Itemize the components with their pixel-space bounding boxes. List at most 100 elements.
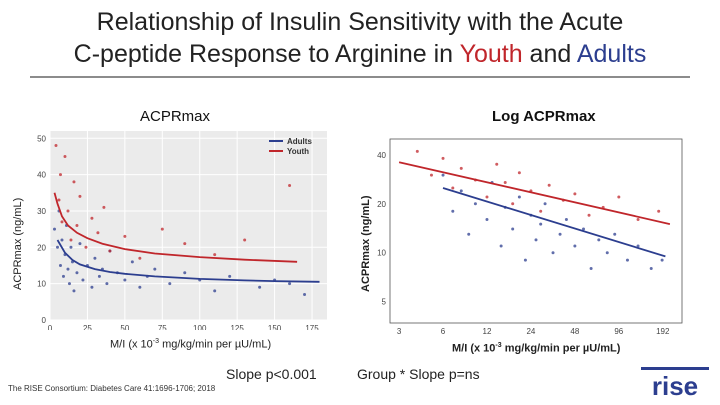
data-point-adults (539, 222, 543, 226)
y-tick-label: 20 (377, 200, 386, 209)
right-chart: 5 10 20 40 3 6 12 24 48 96 192 (377, 138, 683, 336)
slide-title-line2: C-peptide Response to Arginine in Youth … (0, 38, 720, 70)
data-point-adults (75, 271, 79, 275)
data-point-adults (105, 282, 109, 286)
data-point-youth (96, 231, 100, 235)
y-tick-label: 40 (377, 151, 386, 160)
data-point-youth (503, 181, 507, 185)
data-point-youth (58, 173, 62, 177)
data-point-adults (573, 244, 577, 248)
x-tick-label: 96 (614, 327, 623, 336)
data-point-adults (69, 245, 73, 249)
data-point-youth (60, 220, 64, 224)
data-point-youth (495, 162, 499, 166)
x-tick-label: 0 (48, 324, 53, 330)
data-point-youth (451, 186, 455, 190)
left-x-label-sup: -3 (152, 338, 160, 345)
left-x-axis-label: M/I (x 10-3 mg/kg/min per µU/mL) (110, 338, 271, 351)
slide-title-youth: Youth (459, 40, 523, 68)
data-point-adults (55, 245, 59, 249)
data-point-youth (57, 198, 61, 202)
data-point-adults (605, 251, 609, 255)
rise-logo: rise (640, 366, 710, 405)
x-tick-label: 75 (158, 324, 167, 330)
y-tick-label: 50 (37, 134, 46, 143)
left-slope-note: Slope p<0.001 (226, 366, 317, 382)
data-point-youth (108, 249, 112, 253)
x-tick-label: 150 (268, 324, 282, 330)
x-tick-label: 125 (230, 324, 244, 330)
data-point-youth (183, 242, 187, 246)
data-point-adults (499, 244, 503, 248)
data-point-adults (473, 202, 477, 206)
data-point-adults (636, 244, 640, 248)
y-tick-label: 10 (377, 249, 386, 258)
data-point-adults (90, 285, 94, 289)
data-point-adults (72, 289, 76, 293)
data-point-adults (123, 278, 127, 282)
legend-label-youth: Youth (287, 147, 309, 156)
data-point-youth (243, 238, 247, 242)
right-x-axis-label: M/I (x 10-3 mg/kg/min per µU/mL) (452, 342, 620, 355)
data-point-adults (534, 238, 538, 242)
data-point-youth (415, 149, 419, 153)
data-point-youth (587, 213, 591, 217)
title-rule (30, 76, 690, 78)
data-point-youth (138, 256, 142, 260)
slide-title-line1: Relationship of Insulin Sensitivity with… (96, 8, 624, 36)
x-tick-label: 175 (305, 324, 319, 330)
data-point-adults (60, 238, 64, 242)
data-point-youth (657, 209, 661, 213)
data-point-adults (517, 195, 521, 199)
data-point-adults (589, 267, 593, 271)
data-point-adults (511, 227, 515, 231)
x-tick-label: 48 (570, 327, 579, 336)
data-point-youth (72, 180, 76, 184)
data-point-adults (213, 289, 217, 293)
right-slope-note: Group * Slope p=ns (357, 366, 480, 382)
legend-label-adults: Adults (287, 137, 312, 146)
left-x-label-b: mg/kg/min per µU/mL) (159, 338, 272, 351)
data-point-adults (441, 173, 445, 177)
data-point-youth (517, 171, 521, 175)
data-point-adults (97, 274, 101, 278)
data-point-adults (138, 285, 142, 289)
data-point-adults (649, 267, 653, 271)
fit-line-youth (398, 161, 671, 225)
y-tick-label: 30 (37, 207, 46, 216)
data-point-youth (429, 173, 433, 177)
left-chart: 0 10 20 30 40 50 0 25 50 75 100 125 150 175 AdultsYout… (37, 131, 327, 330)
data-point-adults (613, 232, 617, 236)
y-tick-label: 0 (42, 316, 47, 325)
data-point-adults (543, 202, 547, 206)
rise-logo-mark: rise (641, 367, 709, 401)
data-point-adults (625, 258, 629, 262)
data-point-adults (459, 189, 463, 193)
x-tick-label: 100 (193, 324, 207, 330)
slide-title: Relationship of Insulin Sensitivity with… (0, 6, 720, 70)
x-tick-label: 50 (120, 324, 129, 330)
y-tick-label: 20 (37, 243, 46, 252)
data-point-youth (459, 166, 463, 170)
data-point-youth (54, 144, 58, 148)
data-point-adults (183, 271, 187, 275)
data-point-youth (441, 156, 445, 160)
data-point-adults (564, 218, 568, 222)
fit-line-adults (442, 187, 666, 258)
data-point-youth (539, 209, 543, 213)
data-point-adults (61, 274, 65, 278)
data-point-adults (485, 218, 489, 222)
data-point-youth (78, 194, 82, 198)
data-point-adults (467, 232, 471, 236)
data-point-adults (58, 263, 62, 267)
rise-logo-text: rise (652, 371, 698, 400)
x-tick-label: 25 (83, 324, 92, 330)
data-point-youth (547, 183, 551, 187)
x-tick-label: 24 (526, 327, 535, 336)
y-tick-label: 40 (37, 171, 46, 180)
data-point-youth (511, 202, 515, 206)
data-point-adults (597, 238, 601, 242)
data-point-youth (123, 234, 127, 238)
data-point-youth (160, 227, 164, 231)
data-point-adults (81, 278, 85, 282)
